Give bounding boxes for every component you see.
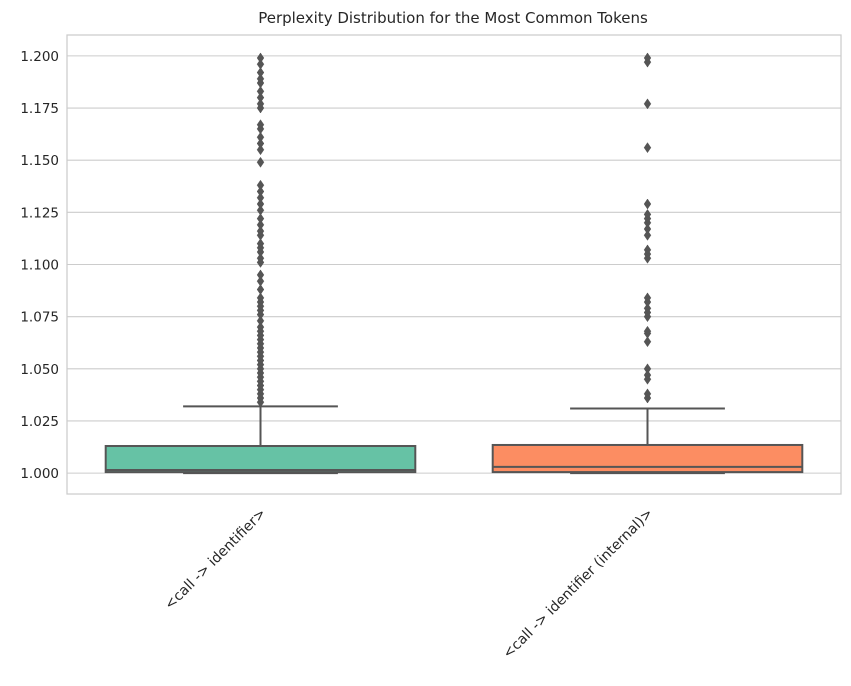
y-tick-label: 1.125 bbox=[20, 205, 59, 221]
outlier-point bbox=[256, 131, 265, 143]
outlier-point bbox=[256, 198, 265, 210]
box-group bbox=[104, 52, 417, 475]
outlier-point bbox=[643, 142, 652, 154]
iqr-box bbox=[104, 445, 417, 474]
y-tick-label: 1.100 bbox=[20, 258, 59, 274]
outlier-point bbox=[256, 192, 265, 204]
outlier-point bbox=[643, 244, 652, 256]
outlier-point bbox=[256, 269, 265, 281]
outlier-point bbox=[256, 315, 265, 327]
box-group bbox=[491, 52, 804, 475]
x-category-label: <call -> identifier> bbox=[162, 506, 270, 614]
outlier-point bbox=[643, 208, 652, 220]
outlier-point bbox=[256, 179, 265, 191]
chart-title: Perplexity Distribution for the Most Com… bbox=[258, 9, 648, 27]
grid-lines bbox=[67, 55, 841, 474]
outlier-point bbox=[643, 336, 652, 348]
outlier-point bbox=[256, 321, 265, 333]
plot-area-frame bbox=[66, 34, 842, 495]
outlier-point bbox=[256, 225, 265, 237]
outlier-point bbox=[643, 388, 652, 400]
outlier-point bbox=[256, 284, 265, 295]
outlier-point bbox=[256, 252, 265, 264]
outlier-point bbox=[256, 292, 265, 304]
outlier-point bbox=[256, 219, 265, 231]
y-tick-label: 1.075 bbox=[20, 310, 59, 326]
iqr-box bbox=[491, 443, 804, 474]
outlier-point bbox=[256, 238, 265, 250]
outlier-point bbox=[643, 198, 652, 210]
outlier-point bbox=[256, 144, 265, 156]
outlier-point bbox=[256, 119, 265, 131]
y-tick-label: 1.200 bbox=[20, 49, 59, 65]
outlier-point bbox=[256, 73, 265, 85]
outlier-point bbox=[256, 52, 265, 64]
outlier-point bbox=[256, 213, 265, 225]
outlier-point bbox=[643, 302, 652, 314]
outlier-point bbox=[643, 98, 652, 110]
outlier-point bbox=[643, 229, 652, 241]
x-axis-category-labels: <call -> identifier> <call -> identifier … bbox=[162, 506, 657, 662]
y-tick-label: 1.025 bbox=[20, 414, 59, 430]
y-tick-label: 1.000 bbox=[20, 466, 59, 482]
outlier-point bbox=[256, 275, 265, 287]
outlier-point bbox=[256, 92, 265, 104]
outlier-point bbox=[256, 98, 265, 110]
outlier-point bbox=[256, 85, 265, 97]
outlier-point bbox=[256, 156, 265, 168]
x-category-label: <call -> identifier (internal)> bbox=[500, 506, 656, 662]
outlier-point bbox=[643, 369, 652, 381]
y-tick-label: 1.175 bbox=[20, 101, 59, 117]
y-axis-tick-labels: 1.000 1.025 1.050 1.075 1.100 1.125 1.150 1.175… bbox=[20, 49, 59, 482]
y-tick-label: 1.150 bbox=[20, 153, 59, 169]
outlier-point bbox=[256, 186, 265, 197]
outlier-point bbox=[256, 58, 265, 70]
outlier-point bbox=[256, 138, 265, 149]
outlier-point bbox=[643, 223, 652, 235]
outlier-point bbox=[643, 52, 652, 64]
outlier-point bbox=[643, 325, 652, 337]
outlier-point bbox=[643, 363, 652, 375]
box-plots bbox=[104, 52, 804, 475]
outlier-point bbox=[256, 204, 265, 216]
outlier-point bbox=[643, 292, 652, 304]
outlier-point bbox=[256, 67, 265, 78]
y-tick-label: 1.050 bbox=[20, 362, 59, 378]
